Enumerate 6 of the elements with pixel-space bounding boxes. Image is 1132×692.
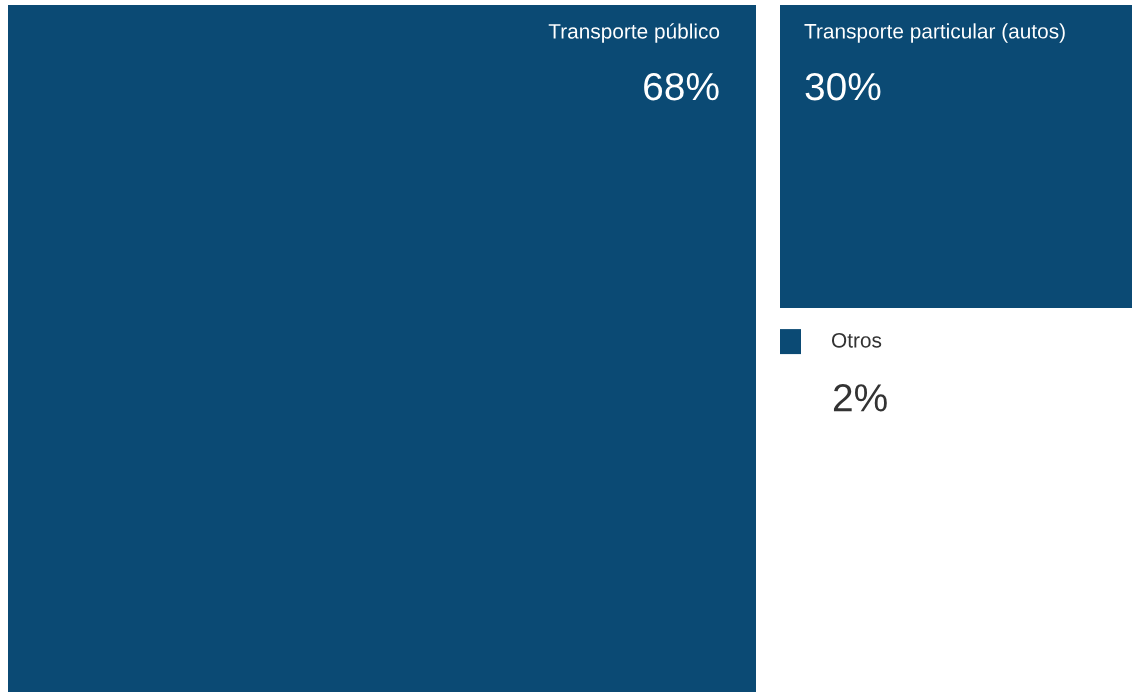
data-label: 2% (833, 383, 887, 412)
category-label: Otros (831, 332, 882, 348)
data-label: 30% (805, 72, 881, 101)
category-label: Transporte público (548, 23, 720, 43)
data-label: 68% (644, 72, 719, 101)
category-label: Transporte particular (autos) (804, 23, 1065, 43)
